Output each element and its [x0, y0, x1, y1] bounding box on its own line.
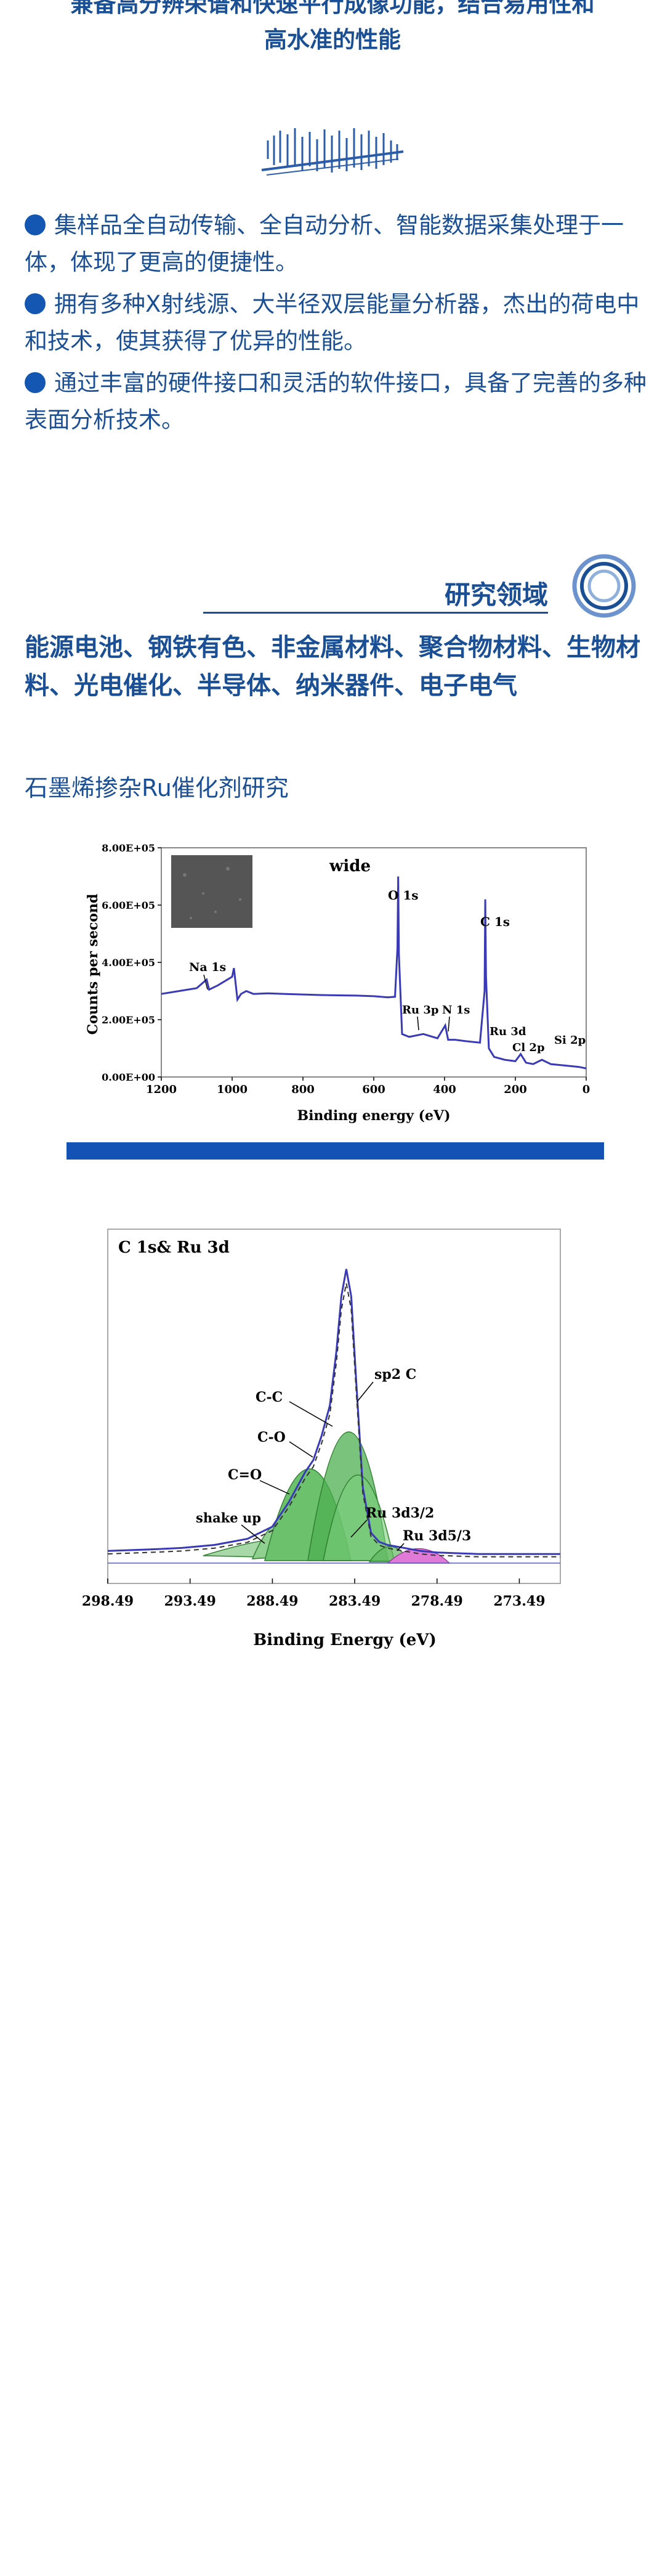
x-tick-label: 283.49 — [329, 1593, 381, 1609]
peak-label-sp2c: sp2 C — [374, 1367, 416, 1383]
x-tick-label: 293.49 — [164, 1593, 216, 1609]
peak-label-cl2p: Cl 2p — [512, 1041, 545, 1054]
chart1-title: wide — [329, 857, 371, 876]
survey-spectrum-line — [161, 876, 587, 1070]
peak-label-c-eq-o: C=O — [228, 1467, 262, 1483]
x-tick-label: 400 — [433, 1083, 456, 1096]
x-tick-label: 298.49 — [82, 1593, 134, 1609]
peak-label-ru3d: Ru 3d — [490, 1025, 526, 1038]
x-tick-label: 288.49 — [246, 1593, 298, 1609]
peak-label-n1s: N 1s — [442, 1004, 470, 1017]
y-tick-label: 6.00E+05 — [102, 900, 155, 911]
list-item: 通过丰富的硬件接口和灵活的软件接口，具备了完善的多种表面分析技术。 — [25, 370, 647, 433]
headline-line2: 高水准的性能 — [264, 26, 401, 53]
concentric-circles-icon — [572, 554, 636, 618]
bullet-dot-icon — [25, 214, 46, 235]
chart1-xlabel: Binding energy (eV) — [297, 1108, 450, 1124]
x-tick-label: 273.49 — [493, 1593, 545, 1609]
x-tick-label: 1200 — [146, 1083, 177, 1096]
x-tick-label: 200 — [504, 1083, 527, 1096]
section-header: 研究领域 — [203, 574, 548, 614]
peak-label-ru3d32: Ru 3d3/2 — [366, 1505, 434, 1521]
research-fields: 能源电池、钢铁有色、非金属材料、聚合物材料、生物材料、光电催化、半导体、纳米器件… — [25, 633, 640, 700]
list-item: 集样品全自动传输、全自动分析、智能数据采集处理于一体，体现了更高的便捷性。 — [25, 212, 624, 275]
peak-label-c-c: C-C — [256, 1389, 283, 1405]
peak-label-si2p: Si 2p — [554, 1034, 586, 1047]
chart2-xlabel: Binding Energy (eV) — [253, 1631, 437, 1649]
section-underline — [203, 612, 548, 614]
y-tick-label: 4.00E+05 — [102, 957, 155, 969]
peak-label-ru3d52: Ru 3d5/3 — [403, 1528, 471, 1544]
c1s-spectrum-line — [107, 1269, 560, 1555]
y-tick-label: 8.00E+05 — [102, 842, 155, 854]
y-tick-label: 0.00E+00 — [102, 1071, 155, 1083]
x-tick-label: 1000 — [217, 1083, 248, 1096]
study-title: 石墨烯掺杂Ru催化剂研究 — [25, 774, 289, 802]
peak-label-o1s: O 1s — [388, 888, 419, 903]
bullet-dot-icon — [25, 293, 46, 314]
peak-label-ru3p: Ru 3p — [402, 1004, 438, 1017]
chart2-title: C 1s& Ru 3d — [118, 1238, 230, 1257]
bullet-dot-icon — [25, 372, 46, 393]
list-item: 拥有多种X射线源、大半径双层能量分析器，杰出的荷电中和技术，使其获得了优异的性能… — [25, 291, 640, 354]
chart1-ylabel: Counts per second — [86, 894, 101, 1035]
peak-label-c-o: C-O — [257, 1429, 286, 1445]
c1s-ru3d-chart: C 1s& Ru 3d 298.49 293.49 288.49 283.49 278.… — [82, 1229, 561, 1649]
sem-image-thumbnail — [171, 855, 252, 928]
peak-label-c1s: C 1s — [480, 914, 510, 929]
wide-survey-chart: wide 1200 1000 800 600 400 200 0 0.00E+00 2.00E… — [86, 842, 590, 1124]
x-tick-label: 800 — [291, 1083, 315, 1096]
peak-label-shake-up: shake up — [196, 1510, 261, 1526]
feature-list: 集样品全自动传输、全自动分析、智能数据采集处理于一体，体现了更高的便捷性。 拥有… — [25, 207, 647, 444]
x-tick-label: 0 — [582, 1083, 590, 1096]
y-tick-label: 2.00E+05 — [102, 1014, 155, 1026]
x-tick-label: 278.49 — [411, 1593, 463, 1609]
divider-bar — [66, 1142, 604, 1160]
peak-label-na1s: Na 1s — [189, 961, 226, 974]
headline-line1: 兼备高分辨荣谱和快速平行成像功能，结合易用性和 — [70, 0, 595, 17]
section-title: 研究领域 — [444, 580, 548, 610]
headline: 兼备高分辨荣谱和快速平行成像功能，结合易用性和 高水准的性能 — [18, 0, 647, 58]
fit-envelope-line — [107, 1283, 560, 1558]
decorative-emblem-icon — [261, 128, 404, 176]
x-tick-label: 600 — [362, 1083, 385, 1096]
